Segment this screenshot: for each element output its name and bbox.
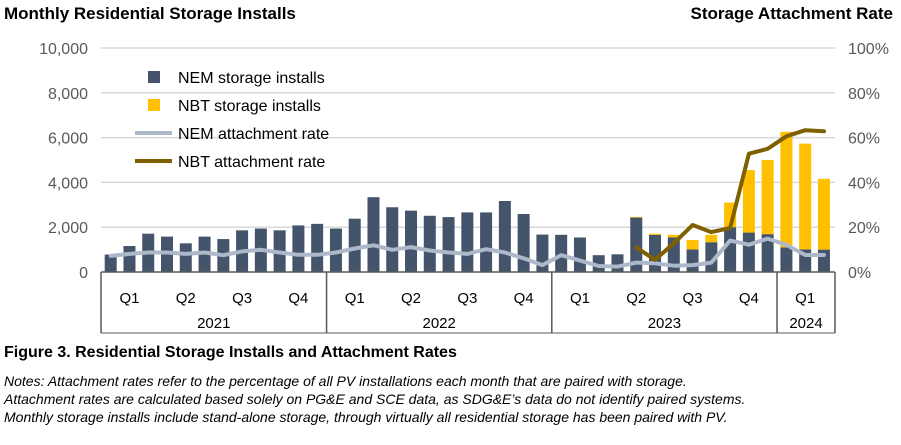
bar-nbt bbox=[780, 131, 793, 248]
quarter-label: Q3 bbox=[683, 290, 703, 307]
notes: Notes: Attachment rates refer to the per… bbox=[4, 372, 745, 426]
legend-label: NEM storage installs bbox=[178, 70, 325, 87]
left-axis-title: Monthly Residential Storage Installs bbox=[4, 4, 296, 23]
bar-nem bbox=[480, 212, 493, 272]
line-nbt-rate bbox=[634, 128, 826, 262]
bar-nem bbox=[461, 212, 474, 272]
quarter-label: Q1 bbox=[119, 290, 139, 307]
bar-nem bbox=[611, 254, 624, 272]
left-tick-label: 0 bbox=[79, 265, 88, 282]
quarter-label: Q3 bbox=[457, 290, 477, 307]
bar-nbt bbox=[761, 160, 774, 235]
bar-nem bbox=[630, 217, 643, 272]
note-line: Monthly storage installs include stand-a… bbox=[4, 409, 728, 425]
bar-nem bbox=[179, 243, 192, 272]
left-tick-label: 10,000 bbox=[39, 41, 88, 58]
bar-nem bbox=[311, 223, 324, 272]
bar-nbt bbox=[742, 170, 755, 233]
bar-nem bbox=[123, 246, 136, 272]
bar-nbt bbox=[686, 239, 699, 250]
right-tick-label: 100% bbox=[848, 41, 889, 58]
bar-nem bbox=[517, 213, 530, 272]
bar-nem bbox=[498, 200, 511, 272]
bar-nbt bbox=[817, 178, 830, 250]
right-tick-label: 60% bbox=[848, 131, 880, 148]
quarter-label: Q4 bbox=[288, 290, 308, 307]
quarter-label: Q3 bbox=[232, 290, 252, 307]
legend-swatch bbox=[148, 99, 160, 111]
year-label: 2023 bbox=[648, 315, 681, 332]
bar-nem bbox=[104, 254, 117, 272]
quarter-label: Q4 bbox=[514, 290, 534, 307]
bar-nbt bbox=[799, 143, 812, 250]
bar-nem bbox=[649, 234, 662, 272]
right-tick-label: 40% bbox=[848, 175, 880, 192]
bar-nem bbox=[780, 247, 793, 272]
legend-label: NBT attachment rate bbox=[178, 154, 325, 171]
quarter-label: Q2 bbox=[176, 290, 196, 307]
line-nem-rate bbox=[108, 236, 826, 269]
quarter-label: Q1 bbox=[795, 290, 815, 307]
bar-nem bbox=[724, 227, 737, 272]
bar-nem bbox=[761, 234, 774, 272]
bar-nbt bbox=[667, 234, 680, 238]
quarter-label: Q1 bbox=[570, 290, 590, 307]
bar-nbt bbox=[649, 233, 662, 235]
right-axis-title: Storage Attachment Rate bbox=[690, 4, 893, 23]
quarter-label: Q1 bbox=[345, 290, 365, 307]
year-label: 2021 bbox=[197, 315, 230, 332]
bar-nem bbox=[686, 249, 699, 272]
note-line: Notes: Attachment rates refer to the per… bbox=[4, 373, 687, 389]
bar-nem bbox=[367, 197, 380, 272]
left-tick-label: 2,000 bbox=[48, 220, 88, 237]
figure-caption: Figure 3. Residential Storage Installs a… bbox=[4, 344, 457, 361]
legend-label: NBT storage installs bbox=[178, 98, 321, 115]
right-tick-label: 80% bbox=[848, 86, 880, 103]
chart: 0 0% 2,000 20% 4,000 40% 6,000 60% 8,000 80% 10,00… bbox=[39, 41, 889, 334]
legend-label: NEM attachment rate bbox=[178, 126, 329, 143]
bar-nem bbox=[423, 215, 436, 272]
left-tick-label: 4,000 bbox=[48, 175, 88, 192]
right-tick-label: 0% bbox=[848, 265, 871, 282]
bar-nem bbox=[292, 225, 305, 272]
bar-nem bbox=[329, 228, 342, 272]
bar-nbt bbox=[705, 234, 718, 243]
bar-nem bbox=[386, 207, 399, 272]
year-label: 2024 bbox=[789, 315, 822, 332]
right-tick-label: 20% bbox=[848, 220, 880, 237]
year-label: 2022 bbox=[422, 315, 455, 332]
quarter-label: Q2 bbox=[401, 290, 421, 307]
bar-nem bbox=[742, 232, 755, 272]
quarter-label: Q2 bbox=[626, 290, 646, 307]
left-tick-label: 6,000 bbox=[48, 131, 88, 148]
left-tick-label: 8,000 bbox=[48, 86, 88, 103]
bar-nbt bbox=[630, 216, 643, 218]
bar-nem bbox=[442, 217, 455, 272]
quarter-label: Q4 bbox=[739, 290, 759, 307]
bar-nem bbox=[573, 237, 586, 272]
bar-nem bbox=[817, 249, 830, 272]
legend-swatch bbox=[148, 71, 160, 83]
note-line: Attachment rates are calculated based so… bbox=[4, 391, 746, 407]
bar-nem bbox=[348, 218, 361, 272]
bar-nem bbox=[405, 210, 418, 272]
